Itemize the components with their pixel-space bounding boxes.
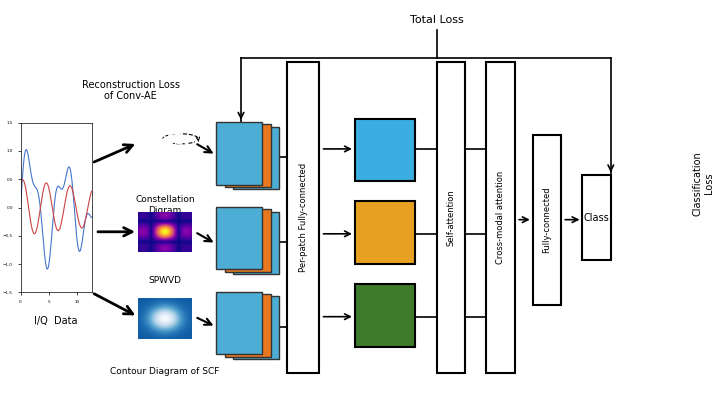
Text: Constellation
Digram: Constellation Digram [135, 195, 195, 215]
FancyBboxPatch shape [486, 62, 515, 373]
Text: I/Q  Data: I/Q Data [34, 316, 78, 326]
FancyBboxPatch shape [436, 62, 465, 373]
FancyBboxPatch shape [224, 209, 271, 272]
Text: SPWVD: SPWVD [148, 276, 182, 285]
FancyBboxPatch shape [216, 292, 262, 354]
FancyBboxPatch shape [233, 212, 280, 274]
Text: Cross-modal attention: Cross-modal attention [496, 171, 505, 264]
FancyBboxPatch shape [224, 294, 271, 357]
Text: Per-patch Fully-connected: Per-patch Fully-connected [298, 163, 308, 272]
FancyBboxPatch shape [233, 127, 280, 189]
Text: Class: Class [584, 212, 609, 223]
FancyBboxPatch shape [355, 284, 415, 347]
FancyBboxPatch shape [355, 201, 415, 264]
FancyBboxPatch shape [533, 135, 561, 304]
FancyBboxPatch shape [233, 296, 280, 359]
FancyBboxPatch shape [355, 118, 415, 181]
Text: Reconstruction Loss
of Conv-AE: Reconstruction Loss of Conv-AE [82, 79, 180, 101]
FancyBboxPatch shape [582, 175, 611, 260]
Text: Fully-connected: Fully-connected [542, 186, 551, 253]
Text: Classification
Loss: Classification Loss [693, 151, 714, 216]
Text: Self-attention: Self-attention [446, 189, 455, 246]
FancyBboxPatch shape [224, 124, 271, 187]
Text: Contour Diagram of SCF: Contour Diagram of SCF [110, 367, 219, 376]
Text: Total Loss: Total Loss [409, 15, 463, 24]
FancyBboxPatch shape [216, 122, 262, 184]
FancyBboxPatch shape [287, 62, 319, 373]
FancyBboxPatch shape [216, 207, 262, 269]
